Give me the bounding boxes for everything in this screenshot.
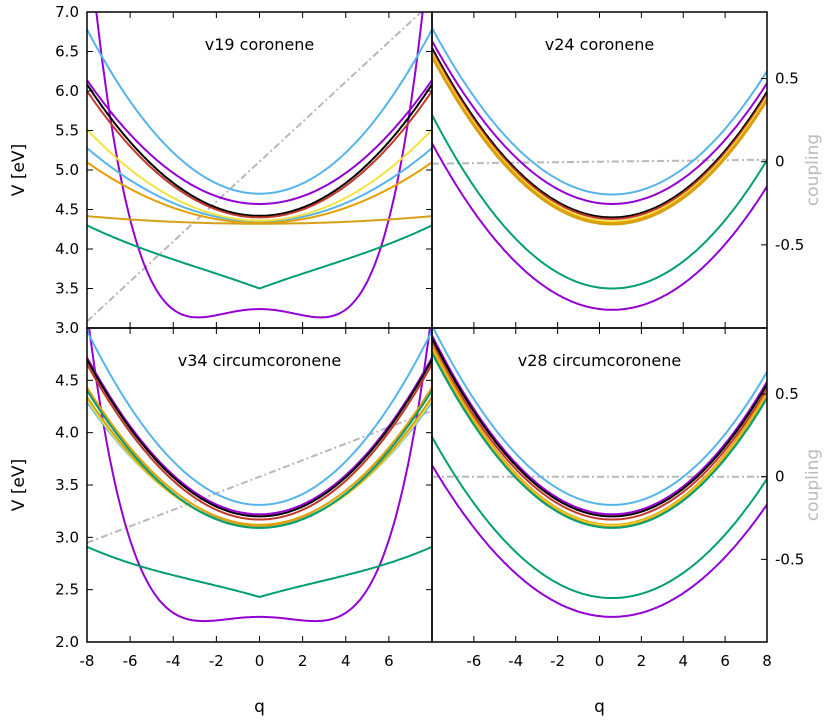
series-line-9 [432,349,767,528]
y-tick-label: 4.5 [55,201,79,219]
panel-3: v34 circumcoronene 2.0 2.5 3.0 3.5 4.0 4.5 -8 -6… [9,327,433,717]
series-line-4 [87,147,432,223]
series-line-6 [87,83,432,217]
plot-area [87,328,432,623]
y-tick-label: 3.0 [55,528,79,546]
series-line-7 [87,363,432,521]
x-tick-label: 0 [255,652,265,670]
y-tick-label: 2.0 [55,633,79,651]
series-line-9 [432,56,767,226]
series-line-2 [432,114,767,290]
y-tick-label: 4.0 [55,240,79,258]
coupling-axis-label: coupling [803,134,823,206]
coupling-axis-label: coupling [803,449,823,521]
series-line-6 [87,359,432,518]
y-tick-label: 3.5 [55,280,79,298]
series-line-8 [87,386,432,526]
series-line-1 [432,142,767,311]
y-tick-label: 3.0 [55,319,79,337]
series-line-1 [88,328,431,623]
y-tick-label: 3.5 [55,476,79,494]
series-line-8 [87,128,432,222]
panel-title: v34 circumcoronene [178,351,341,370]
x-tick-label: 4 [678,652,688,670]
series-line-5 [432,337,767,518]
series-line-10 [87,215,432,225]
plot-area [432,27,767,311]
x-tick-label: -4 [508,652,523,670]
plot-area [87,12,432,323]
y-axis-label: V [eV] [9,144,29,196]
y-axis-label: V [eV] [9,459,29,511]
x-tick-label: 2 [298,652,308,670]
y-tick-label: 5.5 [55,122,79,140]
series-line-1 [432,464,767,618]
y-tick-label: 6.5 [55,43,79,61]
panel-1: v19 coronene 3.0 3.5 4.0 4.5 5.0 5.5 6.0 6.5 7.0 V… [9,3,433,337]
panel-4: v28 circumcoronene 0.5 0 -0.5 -6 -4 -2 0 2 4 6 8 q co… [431,327,823,717]
x-tick-label: -6 [123,652,138,670]
coupling-line [87,12,423,323]
x-tick-label: 6 [384,652,394,670]
series-line-4 [432,40,767,205]
x-tick-label: -2 [550,652,565,670]
plot-area [432,328,767,618]
y-tick-label: 7.0 [55,3,79,21]
series-line-5 [87,357,432,516]
panel-title: v28 circumcoronene [518,351,681,370]
series-line-7 [432,344,767,526]
panel-frame [86,327,433,643]
x-tick-label: 8 [762,652,772,670]
y2-tick-label: 0.5 [775,385,799,403]
y-tick-label: 6.0 [55,82,79,100]
y2-tick-label: -0.5 [775,236,804,254]
y2-tick-label: 0.5 [775,70,799,88]
series-line-7 [432,52,767,223]
y-tick-label: 4.0 [55,424,79,442]
x-tick-label: -4 [166,652,181,670]
y2-tick-label: -0.5 [775,550,804,568]
x-axis-label: q [254,697,265,717]
x-tick-label: 2 [637,652,647,670]
panel-2: v24 coronene 0.5 0 -0.5 coupling [431,11,823,329]
series-line-8 [432,54,767,224]
series-line-7 [87,90,432,219]
series-line-4 [432,335,767,516]
series-line-11 [87,390,432,529]
x-axis-label: q [594,697,605,717]
series-line-5 [432,47,767,219]
series-line-2 [432,436,767,599]
series-line-3 [432,328,767,506]
panel-frame [86,11,433,329]
y-tick-label: 4.5 [55,371,79,389]
y-tick-label: 5.0 [55,161,79,179]
x-tick-label: -2 [209,652,224,670]
panel-title: v19 coronene [205,35,314,54]
series-line-3 [87,28,432,195]
series-line-5 [87,79,432,205]
x-tick-label: -8 [80,652,95,670]
coupling-line [432,158,767,165]
x-tick-label: 6 [720,652,730,670]
series-line-3 [87,330,432,506]
y-tick-label: 2.5 [55,581,79,599]
series-line-10 [432,352,767,529]
y2-tick-label: 0 [775,468,785,486]
y2-tick-label: 0 [775,153,785,171]
series-line-2 [87,224,432,290]
series-line-1 [95,12,424,319]
series-line-6 [432,50,767,220]
panel-frame [431,11,768,329]
panel-frame [431,327,768,643]
coupling-line [87,409,432,544]
series-line-3 [432,27,767,196]
series-line-9 [87,161,432,224]
x-tick-label: -6 [466,652,481,670]
x-tick-label: 4 [341,652,351,670]
x-tick-label: 0 [595,652,605,670]
panel-title: v24 coronene [545,35,654,54]
series-line-6 [432,342,767,521]
series-line-2 [87,545,432,599]
